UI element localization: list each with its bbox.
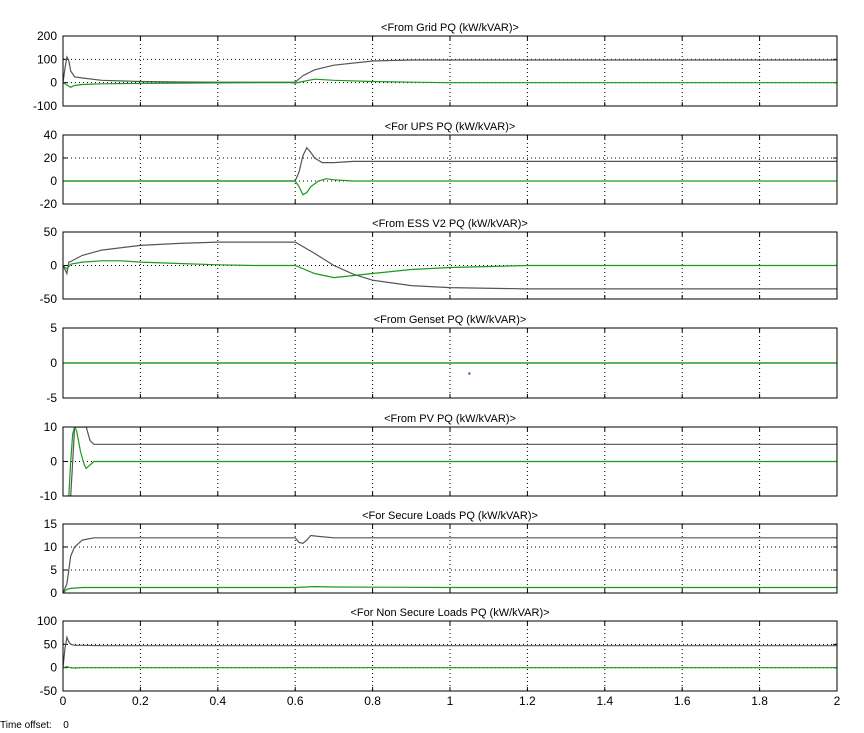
- y-tick-label: 0: [50, 455, 57, 469]
- y-tick-label: -50: [40, 292, 58, 306]
- panel-title: <For Secure Loads PQ (kW/kVAR)>: [362, 510, 538, 522]
- y-tick-label: 0: [50, 661, 57, 675]
- series-p-line: [63, 534, 837, 593]
- y-tick-label: 200: [37, 29, 57, 43]
- x-tick-label: 0.4: [209, 694, 226, 708]
- axes-frame: [62, 523, 838, 594]
- scope-panel-3: <From ESS V2 PQ (kW/kVAR)> 50 0 -50: [40, 218, 838, 306]
- y-tick-label: -100: [33, 99, 57, 113]
- axes-frame: [62, 327, 838, 399]
- series-q-line: [63, 78, 837, 88]
- panel-title: <From Genset PQ (kW/kVAR)>: [374, 314, 527, 326]
- series-q-line: [63, 666, 837, 669]
- y-tick-label: 100: [37, 52, 57, 66]
- scope-panel-2: <For UPS PQ (kW/kVAR)> 40 20 0 -20: [40, 121, 838, 211]
- axes-frame: [62, 620, 838, 692]
- series-q-line: [63, 585, 837, 593]
- series-p-line: [63, 146, 837, 182]
- y-tick-label: -10: [40, 489, 58, 503]
- x-tick-label: 0.6: [287, 694, 304, 708]
- x-tick-label: 1: [447, 694, 454, 708]
- series-p-line: [70, 427, 837, 496]
- y-tick-label: 50: [44, 637, 58, 651]
- axes-frame: [62, 134, 838, 205]
- scope-panel-1: <From Grid PQ (kW/kVAR)> 200 100 0 -100: [33, 22, 838, 113]
- data-point-marker: [468, 372, 471, 375]
- axes-frame: [62, 35, 838, 107]
- y-tick-label: 0: [50, 259, 57, 273]
- panel-title: <For Non Secure Loads PQ (kW/kVAR)>: [350, 607, 549, 619]
- x-tick-label: 2: [834, 694, 841, 708]
- series-q-line: [66, 427, 837, 496]
- time-offset-label: Time offset:: [0, 720, 52, 731]
- series-p-line: [63, 635, 837, 668]
- series-q-line: [63, 260, 837, 279]
- x-tick-label: 0: [60, 694, 67, 708]
- y-tick-label: -50: [40, 684, 58, 698]
- series-q-line: [63, 178, 837, 196]
- y-tick-label: -20: [40, 197, 58, 211]
- axes-frame: [62, 231, 838, 300]
- x-tick-label: 1.8: [751, 694, 768, 708]
- y-tick-label: 0: [50, 174, 57, 188]
- x-tick-label: 0.8: [364, 694, 381, 708]
- x-tick-label: 1.4: [596, 694, 613, 708]
- scope-panel-6: <For Secure Loads PQ (kW/kVAR)> 15 10 5 0: [44, 510, 838, 600]
- x-tick-label: 1.6: [674, 694, 691, 708]
- time-offset-readout: Time offset: 0: [0, 720, 69, 731]
- y-tick-label: 5: [50, 321, 57, 335]
- time-offset-value: 0: [63, 720, 69, 731]
- y-tick-label: 20: [44, 151, 58, 165]
- y-tick-label: 0: [50, 586, 57, 600]
- y-tick-label: 15: [44, 517, 58, 531]
- y-tick-label: 100: [37, 614, 57, 628]
- panel-title: <For UPS PQ (kW/kVAR)>: [385, 121, 516, 133]
- y-tick-label: 5: [50, 563, 57, 577]
- y-tick-label: 10: [44, 540, 58, 554]
- panel-title: <From PV PQ (kW/kVAR)>: [384, 413, 516, 425]
- y-tick-label: 10: [44, 420, 58, 434]
- x-tick-label: 1.2: [519, 694, 536, 708]
- panel-title: <From ESS V2 PQ (kW/kVAR)>: [372, 218, 528, 230]
- scope-panel-4: <From Genset PQ (kW/kVAR)> 5 0 -5: [46, 314, 838, 405]
- scope-panel-7: <For Non Secure Loads PQ (kW/kVAR)>10050…: [37, 607, 841, 708]
- y-tick-label: 40: [44, 128, 58, 142]
- x-tick-label: 0.2: [132, 694, 149, 708]
- panel-title: <From Grid PQ (kW/kVAR)>: [381, 22, 519, 34]
- y-tick-label: 0: [50, 76, 57, 90]
- y-tick-label: 50: [44, 225, 58, 239]
- y-tick-label: -5: [46, 391, 57, 405]
- series-p-line: [63, 241, 837, 290]
- axes-frame: [62, 426, 838, 497]
- scope-panel-5: <From PV PQ (kW/kVAR)> 10 0 -10: [40, 413, 838, 503]
- y-tick-label: 0: [50, 356, 57, 370]
